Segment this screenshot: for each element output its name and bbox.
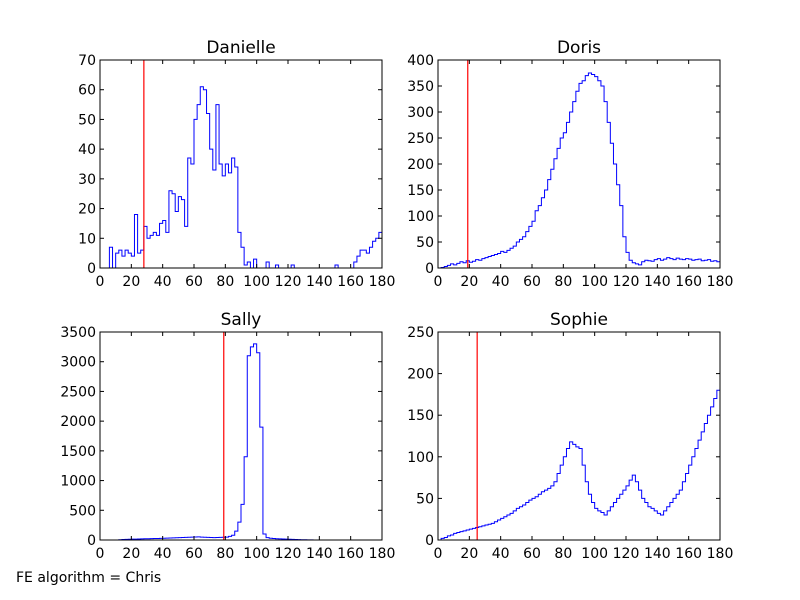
- axes-frame: [99, 59, 383, 269]
- x-tick-label: 40: [492, 274, 510, 290]
- y-tick-label: 350: [407, 79, 434, 95]
- x-tick-label: 120: [275, 546, 302, 562]
- x-tick-label: 120: [613, 274, 640, 290]
- x-tick-label: 180: [707, 274, 734, 290]
- y-tick-label: 20: [78, 202, 96, 218]
- y-tick-label: 10: [78, 231, 96, 247]
- x-tick-label: 100: [581, 546, 608, 562]
- y-tick-label: 0: [87, 533, 96, 549]
- panel-title: Sophie: [550, 310, 608, 330]
- y-tick-label: 0: [87, 261, 96, 277]
- x-tick-label: 140: [306, 546, 333, 562]
- x-tick-label: 100: [581, 274, 608, 290]
- x-tick-label: 40: [154, 274, 172, 290]
- y-tick-label: 100: [407, 209, 434, 225]
- panel-title: Doris: [557, 38, 601, 58]
- y-tick-label: 150: [407, 408, 434, 424]
- x-tick-label: 180: [707, 546, 734, 562]
- axes-frame: [437, 331, 721, 541]
- panel-sally: 0 20 40 60 80 100 120 140 160 180 0 500 1000 1500 2000…: [60, 310, 395, 562]
- y-tick-label: 50: [416, 491, 434, 507]
- x-tick-label: 60: [523, 274, 541, 290]
- x-tick-label: 60: [185, 274, 203, 290]
- y-tick-label: 3000: [60, 355, 96, 371]
- x-tick-label: 40: [492, 546, 510, 562]
- x-tick-label: 100: [243, 546, 270, 562]
- x-tick-label: 20: [122, 546, 140, 562]
- x-tick-label: 80: [216, 274, 234, 290]
- y-tick-label: 300: [407, 105, 434, 121]
- panel-danielle: 0 20 40 60 80 100 120 140 160 180 0 10 20 30 40 50 60 70 D…: [78, 38, 396, 290]
- x-tick-label: 160: [337, 546, 364, 562]
- y-tick-label: 500: [69, 503, 96, 519]
- panel-title: Danielle: [206, 38, 275, 58]
- histogram-series: [438, 72, 720, 268]
- x-tick-label: 140: [644, 546, 671, 562]
- y-tick-label: 50: [416, 235, 434, 251]
- panel-doris: 0 20 40 60 80 100 120 140 160 180 0 50 100 150 200 250 3…: [407, 38, 734, 290]
- x-tick-label: 140: [644, 274, 671, 290]
- x-tick-label: 20: [460, 274, 478, 290]
- x-tick-label: 60: [523, 546, 541, 562]
- y-tick-label: 0: [425, 261, 434, 277]
- axes-frame: [99, 331, 383, 541]
- histogram-series: [438, 373, 720, 540]
- y-tick-label: 50: [78, 112, 96, 128]
- y-tick-label: 60: [78, 83, 96, 99]
- y-tick-label: 400: [407, 53, 434, 69]
- x-tick-label: 0: [434, 546, 443, 562]
- x-tick-label: 180: [369, 546, 396, 562]
- x-tick-label: 120: [275, 274, 302, 290]
- y-tick-label: 1000: [60, 474, 96, 490]
- x-tick-label: 160: [675, 274, 702, 290]
- x-tick-label: 0: [96, 546, 105, 562]
- y-tick-label: 40: [78, 142, 96, 158]
- y-tick-label: 200: [407, 367, 434, 383]
- x-tick-label: 80: [554, 274, 572, 290]
- y-tick-label: 250: [407, 131, 434, 147]
- y-tick-label: 1500: [60, 444, 96, 460]
- y-tick-label: 30: [78, 172, 96, 188]
- y-tick-label: 150: [407, 183, 434, 199]
- histogram-series: [100, 86, 382, 268]
- x-tick-label: 120: [613, 546, 640, 562]
- x-tick-label: 20: [122, 274, 140, 290]
- y-tick-label: 70: [78, 53, 96, 69]
- y-tick-label: 2000: [60, 414, 96, 430]
- x-tick-label: 80: [554, 546, 572, 562]
- y-tick-label: 0: [425, 533, 434, 549]
- x-tick-label: 20: [460, 546, 478, 562]
- x-tick-label: 60: [185, 546, 203, 562]
- x-tick-label: 180: [369, 274, 396, 290]
- x-tick-label: 40: [154, 546, 172, 562]
- y-tick-label: 100: [407, 450, 434, 466]
- y-tick-label: 2500: [60, 384, 96, 400]
- x-tick-label: 160: [337, 274, 364, 290]
- x-tick-label: 80: [216, 546, 234, 562]
- y-tick-label: 200: [407, 157, 434, 173]
- x-tick-label: 0: [96, 274, 105, 290]
- y-tick-label: 3500: [60, 325, 96, 341]
- y-tick-label: 250: [407, 325, 434, 341]
- histogram-series: [100, 343, 382, 540]
- panel-title: Sally: [221, 310, 262, 330]
- x-tick-label: 160: [675, 546, 702, 562]
- x-tick-label: 140: [306, 274, 333, 290]
- footer-label: FE algorithm = Chris: [16, 570, 162, 586]
- panel-sophie: 0 20 40 60 80 100 120 140 160 180 0 50 100 150 200 250 S…: [407, 310, 734, 562]
- x-tick-label: 100: [243, 274, 270, 290]
- x-tick-label: 0: [434, 274, 443, 290]
